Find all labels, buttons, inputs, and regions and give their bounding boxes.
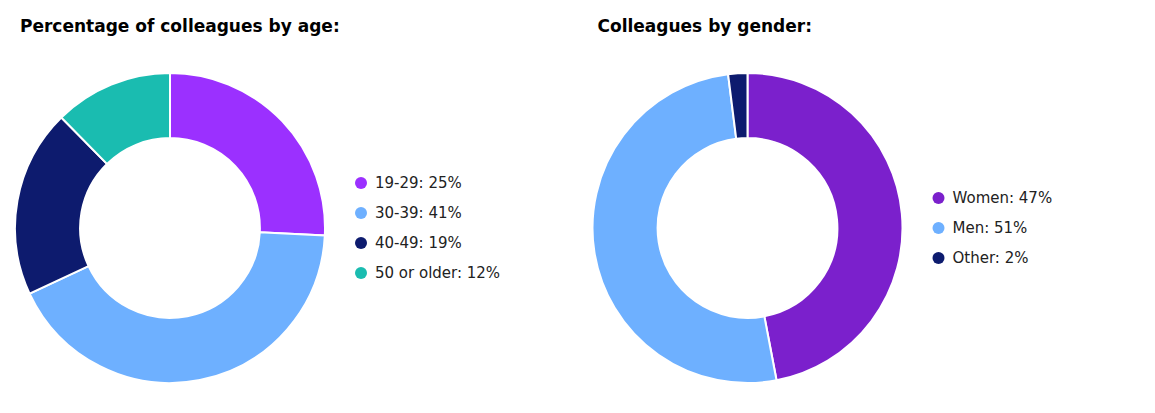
donut-slice [728,73,747,139]
donut-chart: Colleagues by gender: Women: 47% Men: 51% O… [593,16,1053,383]
legend-label: 19-29: 25% [375,174,462,192]
legend-label: Men: 51% [953,219,1028,237]
donut-slice [61,73,170,164]
legend-marker [355,237,367,249]
legend-label: Women: 47% [953,189,1053,207]
legend-marker [933,222,945,234]
legend-marker [933,192,945,204]
legend: Women: 47% Men: 51% Other: 2% [933,189,1053,267]
legend-label: 30-39: 41% [375,204,462,222]
legend-marker [355,177,367,189]
chart-title: Percentage of colleagues by age: [20,16,340,36]
slices [15,73,325,383]
legend-label: Other: 2% [953,249,1029,267]
legend-marker [933,252,945,264]
donut-chart: Percentage of colleagues by age: 19-29: 2… [15,16,500,383]
chart-canvas: Percentage of colleagues by age: 19-29: 2… [0,0,1155,413]
legend-label: 50 or older: 12% [375,264,500,282]
legend-marker [355,267,367,279]
legend: 19-29: 25% 30-39: 41% 40-49: 19% 50 or olde… [355,174,500,282]
donut-slice [593,74,777,383]
slices [593,73,903,383]
legend-label: 40-49: 19% [375,234,462,252]
donut-slice [170,73,325,236]
chart-title: Colleagues by gender: [598,16,813,36]
legend-marker [355,207,367,219]
donut-slice [748,73,903,380]
